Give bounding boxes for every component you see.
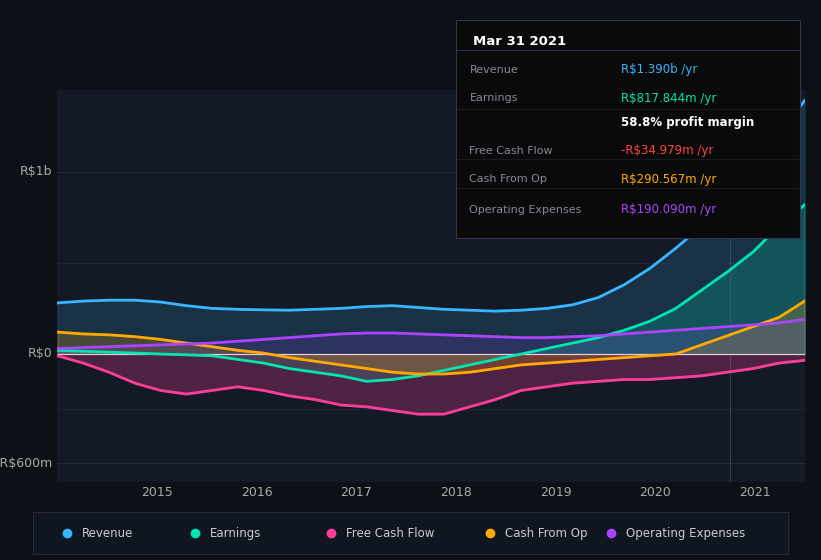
Text: Operating Expenses: Operating Expenses <box>626 527 745 540</box>
Text: Operating Expenses: Operating Expenses <box>470 204 582 214</box>
Text: Free Cash Flow: Free Cash Flow <box>346 527 434 540</box>
Text: -R$600m: -R$600m <box>0 457 53 470</box>
Text: -R$34.979m /yr: -R$34.979m /yr <box>621 144 713 157</box>
Text: Earnings: Earnings <box>470 93 518 103</box>
Text: R$0: R$0 <box>28 347 53 361</box>
Text: R$1.390b /yr: R$1.390b /yr <box>621 63 698 76</box>
Text: Earnings: Earnings <box>210 527 262 540</box>
Text: Revenue: Revenue <box>470 65 518 75</box>
Text: R$1b: R$1b <box>20 165 53 178</box>
Text: Cash From Op: Cash From Op <box>470 174 548 184</box>
Text: Revenue: Revenue <box>82 527 133 540</box>
Text: Free Cash Flow: Free Cash Flow <box>470 146 553 156</box>
Text: R$817.844m /yr: R$817.844m /yr <box>621 92 717 105</box>
Text: Cash From Op: Cash From Op <box>505 527 587 540</box>
Text: R$190.090m /yr: R$190.090m /yr <box>621 203 717 216</box>
Text: Mar 31 2021: Mar 31 2021 <box>473 35 566 48</box>
Text: 58.8% profit margin: 58.8% profit margin <box>621 116 754 129</box>
Text: R$290.567m /yr: R$290.567m /yr <box>621 172 717 185</box>
